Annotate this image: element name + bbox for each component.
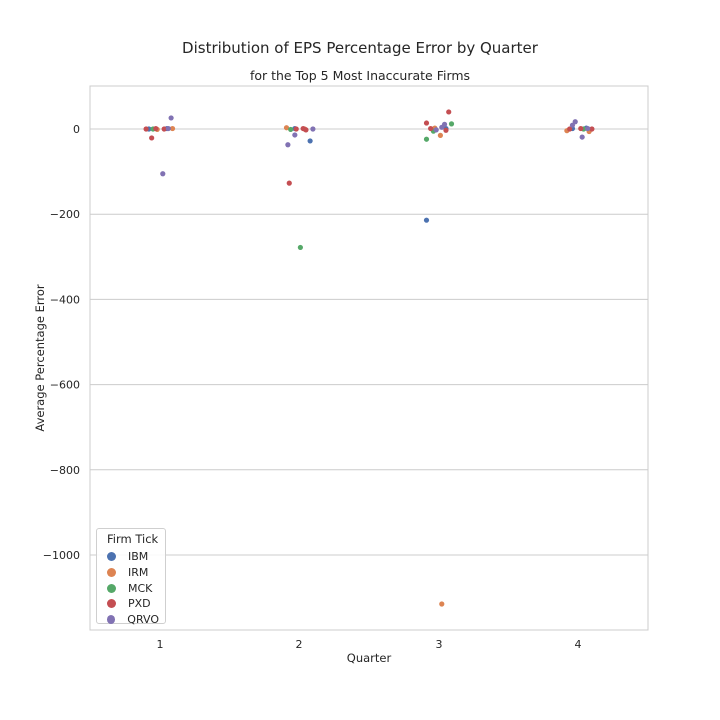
x-axis-label: Quarter <box>347 651 392 665</box>
data-point-qrvo <box>168 115 174 121</box>
data-point-irm <box>437 132 443 138</box>
data-point-irm <box>169 125 176 132</box>
data-point-qrvo <box>585 125 591 132</box>
x-tick-label: 1 <box>157 638 164 651</box>
y-tick-label: −200 <box>50 208 80 221</box>
data-point-pxd <box>443 127 449 133</box>
data-point-qrvo <box>165 125 171 132</box>
data-point-mck <box>448 121 455 127</box>
data-point-pxd <box>161 126 167 132</box>
data-point-ibm <box>423 217 430 223</box>
data-point-pxd <box>149 135 155 141</box>
data-point-qrvo <box>433 127 439 133</box>
y-tick-label: −600 <box>50 379 80 392</box>
data-point-pxd <box>303 127 309 133</box>
data-point-pxd <box>293 126 299 132</box>
y-tick-label: −800 <box>50 464 80 477</box>
legend-marker <box>107 599 116 609</box>
legend-label: QRVO <box>127 613 159 627</box>
data-point-pxd <box>578 125 584 132</box>
x-tick-label: 2 <box>296 638 303 651</box>
legend-marker <box>107 583 116 593</box>
data-point-pxd <box>153 125 159 132</box>
data-point-irm <box>283 125 290 131</box>
legend-label: PXD <box>128 597 151 611</box>
data-point-mck <box>423 136 430 142</box>
legend-label: IRM <box>128 566 149 580</box>
data-point-qrvo <box>285 142 291 148</box>
data-point-pxd <box>567 126 573 132</box>
x-tick-label: 4 <box>575 638 582 651</box>
y-tick-label: 0 <box>73 123 80 136</box>
legend-marker <box>107 552 116 562</box>
data-point-pxd <box>589 126 595 132</box>
data-point-qrvo <box>439 124 445 130</box>
data-point-pxd <box>446 109 452 115</box>
y-tick-label: −1000 <box>43 549 80 562</box>
data-point-qrvo <box>569 122 576 128</box>
legend-item-qrvo: QRVO <box>103 612 159 628</box>
data-point-mck <box>288 126 294 133</box>
data-point-mck <box>297 244 303 251</box>
y-axis-label: Average Percentage Error <box>33 284 47 432</box>
chart-title: Distribution of EPS Percentage Error by … <box>182 39 538 57</box>
plot-area <box>89 85 649 631</box>
data-point-ibm <box>307 138 313 144</box>
legend-item-pxd: PXD <box>103 596 159 612</box>
data-point-qrvo <box>310 126 316 132</box>
legend-item-irm: IRM <box>103 565 159 581</box>
data-point-pxd <box>143 126 149 132</box>
data-point-pxd <box>428 125 434 132</box>
data-point-irm <box>439 601 445 607</box>
legend-title: Firm Tick <box>107 532 159 546</box>
x-tick-label: 3 <box>436 638 443 651</box>
legend-label: MCK <box>128 581 153 595</box>
data-point-pxd <box>423 120 430 126</box>
legend-marker <box>107 615 116 625</box>
chart-subtitle: for the Top 5 Most Inaccurate Firms <box>249 68 471 83</box>
legend-marker <box>107 568 116 578</box>
legend: Firm Tick IBM IRM MCK PXD QRVO <box>96 528 166 626</box>
data-point-qrvo <box>160 171 166 177</box>
legend-label: IBM <box>128 550 149 564</box>
legend-item-mck: MCK <box>103 580 159 596</box>
data-point-qrvo <box>292 132 298 138</box>
data-point-qrvo <box>579 134 585 140</box>
y-tick-label: −400 <box>50 293 80 306</box>
legend-item-ibm: IBM <box>103 549 159 565</box>
data-point-pxd <box>286 180 292 186</box>
